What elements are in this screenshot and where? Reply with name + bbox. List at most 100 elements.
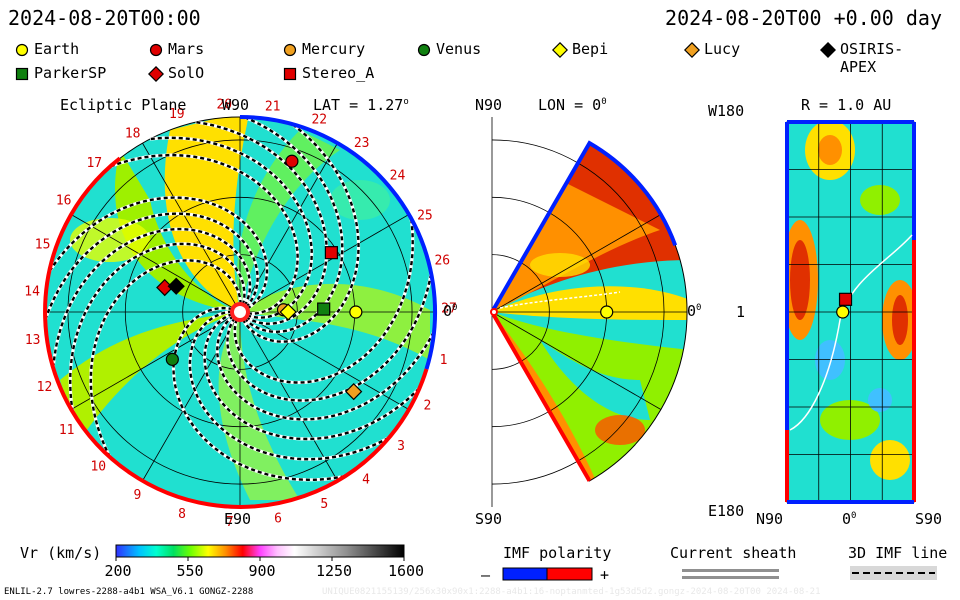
imf-spiral-line	[233, 218, 414, 384]
imf-line-bg	[850, 566, 937, 580]
legend-label-earth: Earth	[34, 40, 80, 58]
carrington-label: 24	[390, 169, 406, 184]
mercury-legend-marker	[283, 43, 297, 57]
carrington-label: 17	[86, 156, 102, 171]
solo-legend-marker	[148, 66, 164, 82]
imf-spiral-line	[203, 312, 421, 441]
radial-bodies	[836, 292, 853, 319]
carrington-label: 2	[423, 399, 431, 414]
ecliptic-top-label: W90	[222, 96, 250, 114]
mars-legend-marker	[149, 43, 163, 57]
legend-label-parkersp: ParkerSP	[34, 64, 107, 82]
ecliptic-title: Ecliptic Plane	[60, 96, 187, 114]
imf-spiral-line	[195, 120, 328, 325]
imf-spiral-line	[188, 310, 390, 461]
imf-spiral-line	[241, 123, 360, 343]
radial-title: R = 1.0 AU	[801, 96, 892, 114]
radial-bottom-label-n90: N90	[756, 510, 784, 528]
carrington-label: 18	[125, 127, 141, 142]
legend-label-mercury: Mercury	[302, 40, 366, 58]
legend-label-bepi: Bepi	[572, 40, 609, 58]
carrington-label: 11	[59, 423, 75, 438]
imf-spiral-line	[44, 212, 259, 321]
radial-current-sheet	[789, 234, 913, 431]
imf-spiral-line	[149, 136, 313, 319]
carrington-label: 23	[354, 136, 370, 151]
colorbar-tick-label: 200	[104, 562, 132, 580]
bepi-marker	[279, 303, 297, 321]
earth-marker	[349, 305, 363, 319]
carrington-label: 21	[265, 100, 281, 115]
osiris-apex-marker	[167, 277, 185, 295]
colorbar-tick-label: 1600	[387, 562, 425, 580]
carrington-label: 12	[37, 380, 53, 395]
radial-bottom-label-zero: 00	[842, 510, 857, 528]
carrington-label: 22	[311, 113, 327, 128]
earth-meridional-marker	[600, 305, 614, 319]
meridional-speed-field	[492, 143, 688, 481]
imf-spiral-line	[226, 273, 433, 402]
legend-label-stereo-a: Stereo_A	[302, 64, 375, 82]
osiris-apex-legend-marker	[820, 42, 836, 58]
imf-polarity-positive	[546, 567, 593, 581]
radial-top-left-label: W180	[708, 102, 745, 120]
carrington-label: 10	[90, 460, 106, 475]
imf-spiral-line	[48, 196, 269, 310]
meridional-polarity-red	[490, 311, 592, 482]
imf-polarity-plus: +	[600, 566, 610, 584]
carrington-label: 8	[178, 507, 186, 522]
current-sheath-line-1	[682, 569, 779, 572]
carrington-label: 9	[133, 488, 141, 503]
ecliptic-bottom-label: E90	[224, 510, 252, 528]
carrington-label: 1	[440, 353, 448, 368]
model-info: ENLIL-2.7 lowres-2288-a4b1 WSA_V6.1 GONG…	[4, 587, 254, 597]
colorbar-tick-label: 1250	[315, 562, 353, 580]
ecliptic-lat-label: LAT = 1.27o	[313, 96, 409, 114]
imf-spiral-line	[68, 242, 246, 413]
meridional-bottom-label: S90	[475, 510, 503, 528]
imf-polarity-minus: –	[481, 566, 491, 584]
radial-bottom-label-s90: S90	[915, 510, 943, 528]
legend-label-solo: SolO	[168, 64, 205, 82]
stereo-a-marker	[324, 246, 338, 260]
meridional-imf-line	[499, 291, 621, 309]
header-right-time: 2024-08-20T00 +0.00 day	[665, 6, 942, 30]
lucy-marker	[345, 382, 363, 401]
imf-spiral-line	[216, 315, 436, 421]
carrington-label: 5	[320, 497, 328, 512]
colorbar-tick-label: 900	[248, 562, 276, 580]
watermark: UNIQUE0821155139/256x30x90x1:2288-a4b1:1…	[322, 587, 821, 597]
meridional-bodies	[600, 305, 614, 319]
carrington-label: 26	[434, 254, 450, 269]
carrington-label: 13	[25, 333, 41, 348]
imf-spiral-line	[243, 115, 344, 334]
current-sheath-line-2	[682, 576, 779, 579]
carrington-label: 19	[169, 107, 185, 122]
venus-marker	[165, 352, 179, 366]
legend-label-mars: Mars	[168, 40, 205, 58]
carrington-label: 16	[56, 194, 72, 209]
carrington-label: 20	[216, 98, 232, 113]
legend-label-lucy: Lucy	[704, 40, 741, 58]
carrington-label: 15	[35, 237, 51, 252]
carrington-label: 27	[441, 302, 457, 317]
bepi-legend-marker	[552, 42, 568, 58]
carrington-label: 14	[24, 285, 40, 300]
imf-line-title: 3D IMF line	[848, 544, 948, 562]
radial-bottom-left-label: E180	[708, 502, 745, 520]
carrington-label: 7	[226, 515, 234, 530]
carrington-label: 25	[417, 209, 433, 224]
sun-icon	[234, 306, 246, 318]
meridional-polarity-blue	[490, 140, 678, 313]
parkersp-legend-marker	[15, 67, 29, 81]
colorbar-title: Vr (km/s)	[20, 544, 102, 562]
ecliptic-imf-lines	[43, 115, 436, 482]
colorbar	[115, 544, 405, 558]
parkersp-marker	[317, 302, 331, 316]
imf-polarity-negative	[502, 567, 548, 581]
meridional-panel	[490, 117, 688, 507]
radial-speed-field	[787, 122, 914, 480]
venus-legend-marker	[417, 43, 431, 57]
